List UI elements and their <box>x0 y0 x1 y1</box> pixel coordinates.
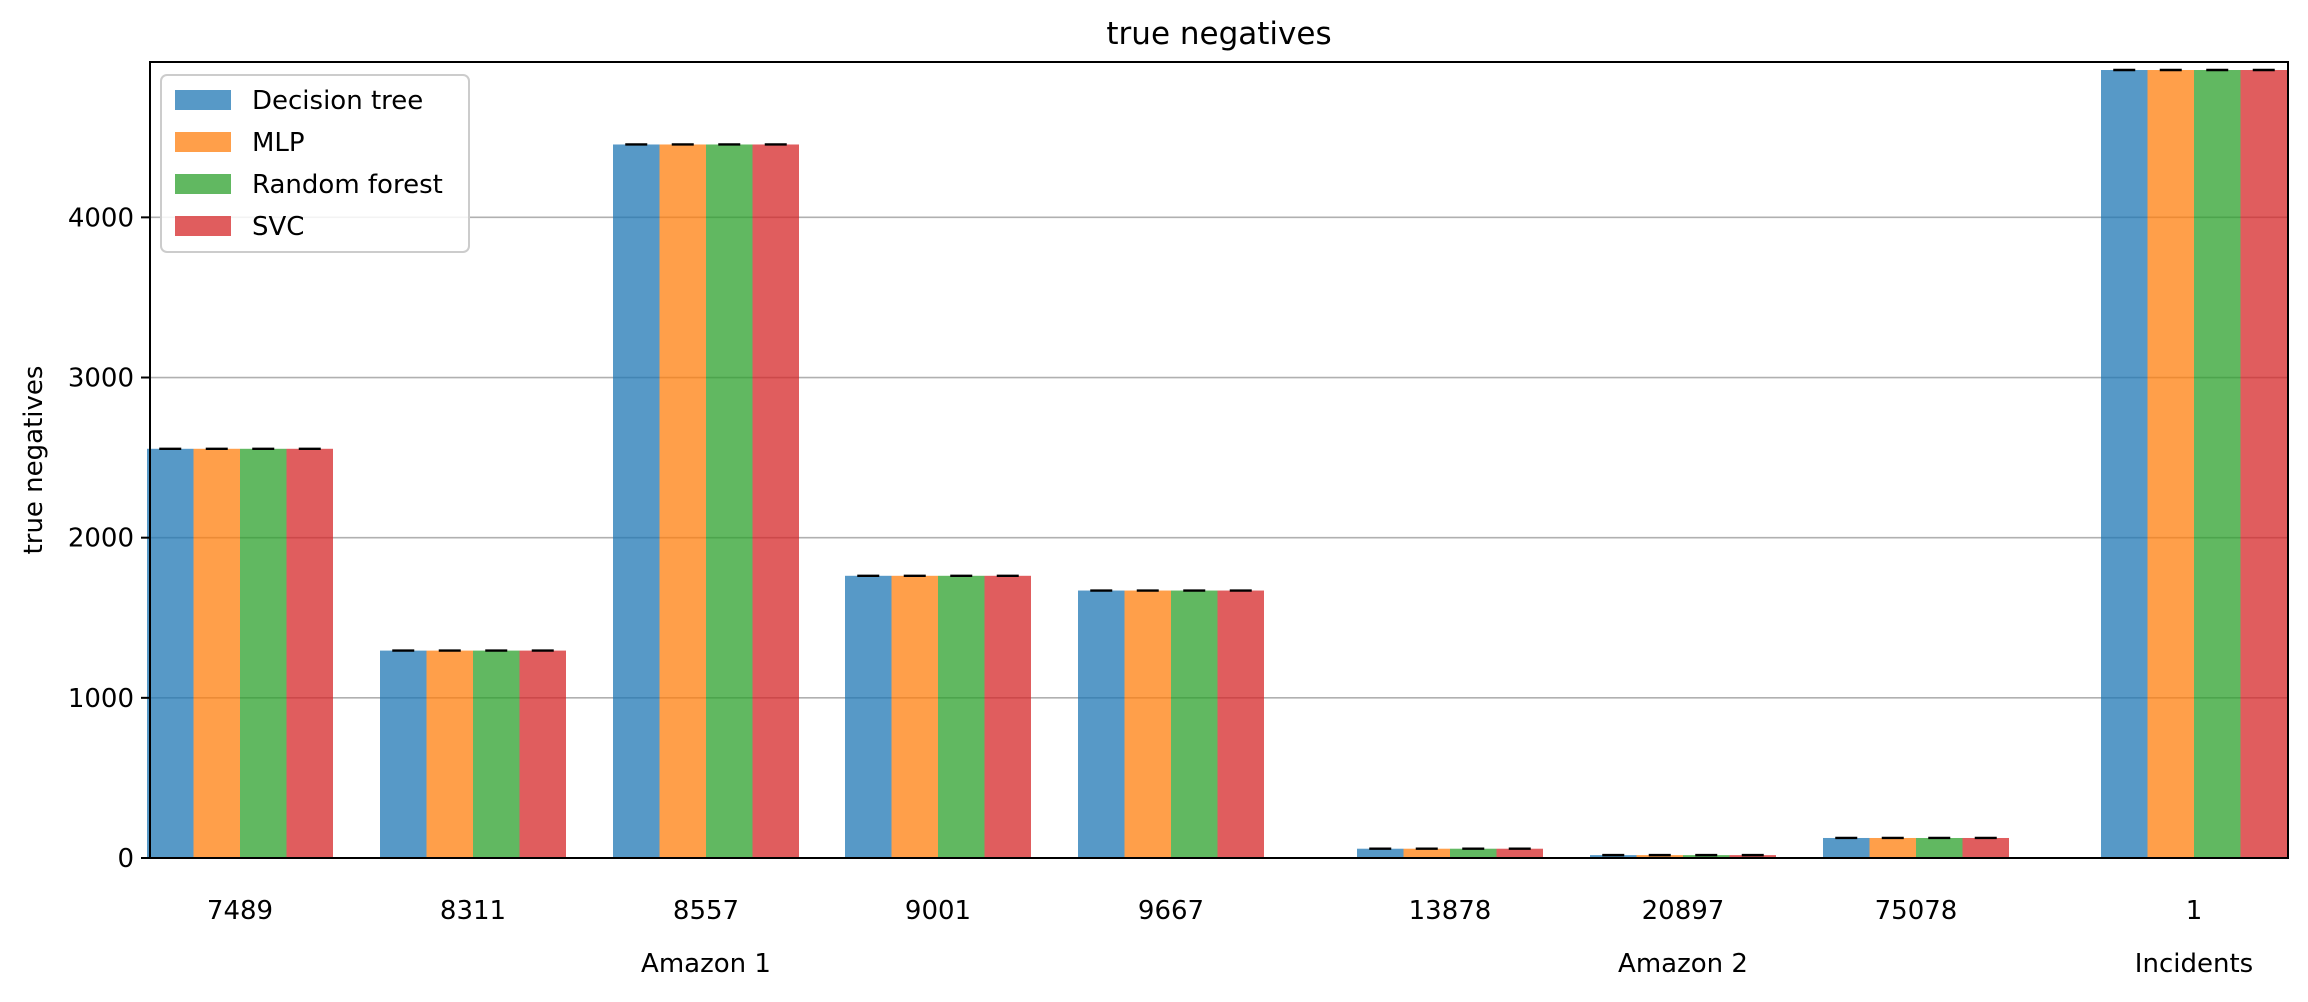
legend-box <box>160 74 470 253</box>
x-tick-label: 20897 <box>1642 896 1725 926</box>
bar-decision-tree <box>1078 590 1125 858</box>
x-axis: 7489 8311 8557 9001 9667 13878 20897 75078 1 Amaz… <box>207 896 2253 979</box>
y-tick-label: 1000 <box>68 684 134 714</box>
y-tick-label: 2000 <box>68 524 134 554</box>
bar-random-forest <box>473 650 520 858</box>
bar-svc <box>984 575 1031 858</box>
bar-decision-tree <box>147 448 194 858</box>
bar-decision-tree <box>1823 837 1870 858</box>
bar-mlp <box>426 650 473 858</box>
bar-mlp <box>891 575 938 858</box>
y-tick-label: 4000 <box>68 203 134 233</box>
bar-random-forest <box>1450 848 1497 858</box>
bar-decision-tree <box>2101 70 2148 858</box>
legend-swatch <box>175 132 231 152</box>
bar-mlp <box>659 144 706 858</box>
bar-svc <box>1496 848 1543 858</box>
group-label: Amazon 2 <box>1618 949 1748 979</box>
bar-random-forest <box>938 575 985 858</box>
x-tick-label: 75078 <box>1875 896 1958 926</box>
legend-label: Decision tree <box>252 86 423 116</box>
legend-swatch <box>175 174 231 194</box>
x-tick-label: 8311 <box>440 896 506 926</box>
chart-title: true negatives <box>1106 16 1331 52</box>
bar-random-forest <box>1171 590 1218 858</box>
group-label: Incidents <box>2135 949 2253 979</box>
bar-random-forest <box>706 144 753 858</box>
bar-random-forest <box>240 448 287 858</box>
y-axis-title: true negatives <box>19 366 49 555</box>
x-tick-label: 9001 <box>905 896 971 926</box>
bar-mlp <box>1403 848 1450 858</box>
bar-decision-tree <box>1357 848 1404 858</box>
legend-swatch <box>175 216 231 236</box>
y-axis: 0 1000 2000 3000 4000 <box>68 203 150 874</box>
legend-label: MLP <box>252 128 305 158</box>
x-tick-label: 9667 <box>1138 896 1204 926</box>
bars-layer <box>147 70 2287 858</box>
bar-mlp <box>1636 855 1683 858</box>
bar-decision-tree <box>1590 855 1637 858</box>
bar-svc <box>1729 855 1776 858</box>
x-tick-label: 7489 <box>207 896 273 926</box>
bar-random-forest <box>2194 70 2241 858</box>
bar-mlp <box>193 448 240 858</box>
bar-svc <box>752 144 799 858</box>
bar-mlp <box>1124 590 1171 858</box>
bar-random-forest <box>1683 855 1730 858</box>
bar-svc <box>1962 837 2009 858</box>
legend-label: SVC <box>252 212 304 242</box>
bar-mlp <box>1869 837 1916 858</box>
x-tick-label: 8557 <box>673 896 739 926</box>
legend-swatch <box>175 90 231 110</box>
bar-decision-tree <box>845 575 892 858</box>
plot-frame <box>149 61 2289 859</box>
legend: Decision tree MLP Random forest SVC <box>160 74 470 253</box>
group-label: Amazon 1 <box>641 949 771 979</box>
bar-svc <box>286 448 333 858</box>
errorbar-layer <box>159 68 2275 857</box>
x-tick-label: 13878 <box>1409 896 1492 926</box>
bar-decision-tree <box>613 144 660 858</box>
bar-random-forest <box>1916 837 1963 858</box>
y-tick-label: 0 <box>117 844 134 874</box>
x-tick-label: 1 <box>2186 896 2203 926</box>
y-tick-label: 3000 <box>68 364 134 394</box>
bar-svc <box>2240 70 2287 858</box>
bar-svc <box>1217 590 1264 858</box>
bar-svc <box>519 650 566 858</box>
bar-decision-tree <box>380 650 427 858</box>
bar-mlp <box>2147 70 2194 858</box>
legend-label: Random forest <box>252 170 443 200</box>
